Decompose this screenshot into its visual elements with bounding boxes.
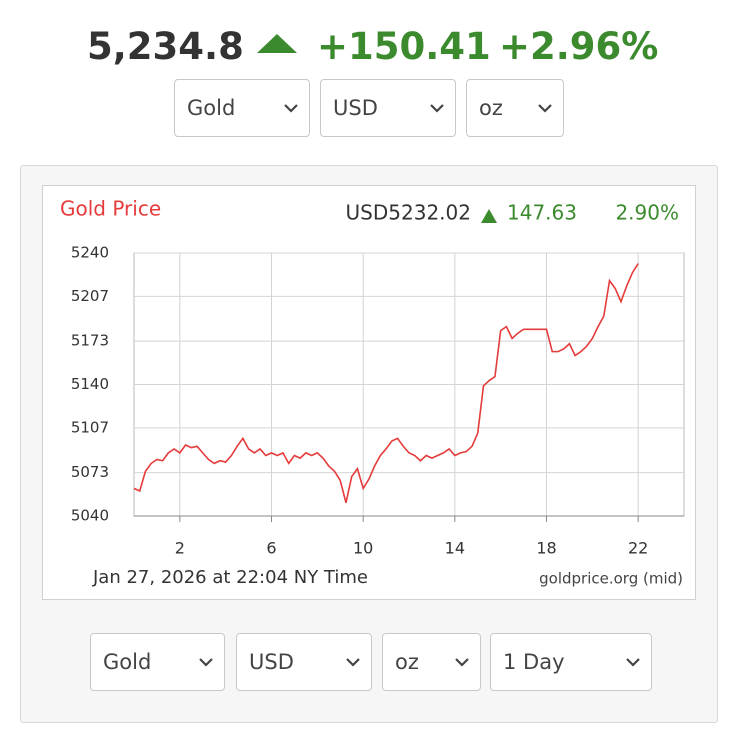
dropdown-label: Gold [103,650,152,674]
x-tick-label: 14 [445,539,465,558]
chart-title: Gold Price [60,197,161,221]
current-price: USD5232.02 [346,201,471,225]
x-tick-label: 10 [353,539,373,558]
chevron [430,104,444,113]
timestamp: Jan 27, 2026 at 22:04 NY Time [92,567,368,588]
up-arrow [481,209,497,223]
dropdown-label: oz [395,650,419,674]
chevron [199,658,213,667]
y-tick-label: 5040 [71,507,109,525]
dropdown[interactable]: Gold [90,633,225,691]
dropdown[interactable]: USD [320,79,456,137]
y-tick-label: 5173 [71,332,109,350]
x-tick-label: 2 [175,539,185,558]
dropdown-label: USD [249,650,294,674]
x-tick-label: 6 [266,539,276,558]
dropdown[interactable]: oz [466,79,564,137]
dropdown[interactable]: Gold [174,79,310,137]
chevron [626,658,640,667]
price: 5,234.8 [87,25,244,68]
up-arrow [257,34,297,53]
dropdown-label: oz [479,96,503,120]
y-tick-label: 5073 [71,463,109,481]
x-tick-label: 18 [536,539,556,558]
y-tick-label: 5107 [71,418,109,436]
chevron [455,658,469,667]
chart: Gold Price USD5232.02 147.63 2.90% oz Ja… [42,185,696,600]
dropdown-label: 1 Day [503,650,565,674]
change: +150.41 [317,25,491,68]
y-tick-label: 5240 [71,244,109,262]
y-tick-label: 5140 [71,375,109,393]
chart-change: 147.63 [507,201,577,225]
x-tick-label: 22 [628,539,648,558]
chevron [538,104,552,113]
dropdown[interactable]: 1 Day [490,633,652,691]
source: goldprice.org (mid) [539,570,683,588]
dropdown-label: USD [333,96,378,120]
price-line [133,263,639,504]
chevron [284,104,298,113]
y-tick-label: 5207 [71,287,109,305]
chart-change-percent: 2.90% [615,201,679,225]
dropdown[interactable]: USD [236,633,372,691]
dropdown-label: Gold [187,96,236,120]
dropdown[interactable]: oz [382,633,481,691]
chevron [346,658,360,667]
change-percent: +2.96% [499,25,659,68]
